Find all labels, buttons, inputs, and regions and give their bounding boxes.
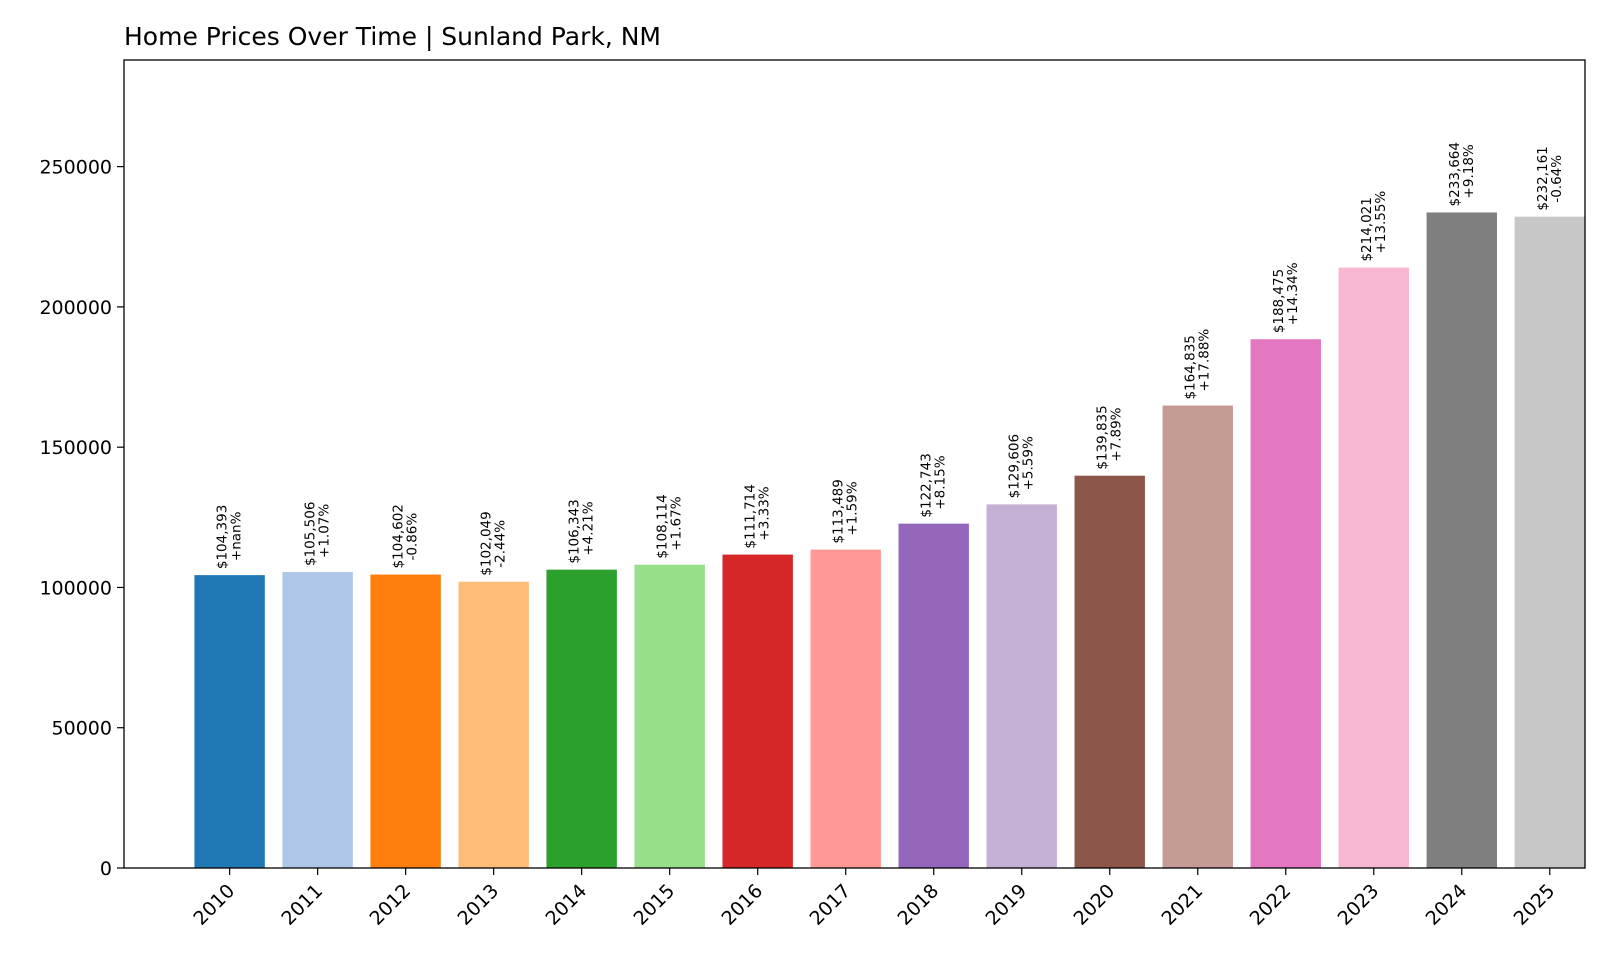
chart-title: Home Prices Over Time | Sunland Park, NM bbox=[124, 22, 661, 51]
x-tick-label-2020: 2020 bbox=[1070, 880, 1120, 930]
bar-value-label-2022: $188,475+14.34% bbox=[1271, 262, 1301, 333]
bar-2011 bbox=[282, 571, 353, 868]
bar-2023 bbox=[1338, 267, 1409, 868]
y-tick-label-0: 0 bbox=[100, 858, 112, 880]
bar-value-label-2012: $104,602-0.86% bbox=[391, 504, 421, 568]
bar-value-label-2013: $102,049-2.44% bbox=[479, 511, 509, 575]
y-tick-label-150000: 150000 bbox=[39, 437, 112, 459]
y-tick-label-200000: 200000 bbox=[39, 297, 112, 319]
x-tick-label-2023: 2023 bbox=[1334, 880, 1384, 930]
x-tick-label-2022: 2022 bbox=[1246, 880, 1296, 930]
x-tick-label-2024: 2024 bbox=[1422, 880, 1472, 930]
bar-2014 bbox=[546, 569, 617, 868]
bar-2015 bbox=[634, 564, 705, 868]
bar-value-label-2011: $105,506+1.07% bbox=[303, 502, 333, 566]
x-tick-label-2013: 2013 bbox=[453, 880, 503, 930]
bar-2024 bbox=[1426, 212, 1497, 868]
y-tick-label-50000: 50000 bbox=[52, 718, 112, 740]
bar-2016 bbox=[722, 554, 793, 868]
bar-value-label-2015: $108,114+1.67% bbox=[655, 494, 685, 558]
bars-layer bbox=[194, 212, 1585, 869]
x-tick-label-2014: 2014 bbox=[541, 880, 591, 930]
bar-value-label-2020: $139,835+7.89% bbox=[1095, 405, 1125, 469]
y-axis: 0 50000 100000 150000 200000 250000 bbox=[39, 157, 124, 880]
bar-value-label-2018: $122,743+8.15% bbox=[919, 453, 949, 517]
x-tick-label-2019: 2019 bbox=[982, 880, 1032, 930]
bar-2018 bbox=[898, 523, 969, 868]
bar-value-label-2014: $106,343+4.21% bbox=[567, 499, 597, 563]
x-tick-label-2012: 2012 bbox=[365, 880, 415, 930]
bar-2020 bbox=[1074, 475, 1145, 868]
bar-2012 bbox=[370, 574, 441, 868]
x-tick-label-2018: 2018 bbox=[893, 880, 943, 930]
bar-2017 bbox=[810, 549, 881, 868]
x-tick-label-2025: 2025 bbox=[1510, 880, 1560, 930]
bar-2013 bbox=[458, 581, 529, 868]
bar-2022 bbox=[1250, 339, 1321, 869]
bar-2025 bbox=[1514, 216, 1585, 868]
bar-labels-layer: $104,393+nan% $105,506+1.07% $104,602-0.86… bbox=[215, 142, 1565, 576]
bar-value-label-2016: $111,714+3.33% bbox=[743, 484, 773, 548]
bar-value-label-2024: $233,664+9.18% bbox=[1447, 142, 1477, 206]
bar-value-label-2021: $164,835+17.88% bbox=[1183, 329, 1213, 400]
x-tick-label-2010: 2010 bbox=[189, 880, 239, 930]
bar-value-label-2010: $104,393+nan% bbox=[215, 505, 245, 569]
bar-2019 bbox=[986, 504, 1057, 868]
bar-value-label-2017: $113,489+1.59% bbox=[831, 479, 861, 543]
x-tick-label-2011: 2011 bbox=[277, 880, 327, 930]
x-tick-label-2016: 2016 bbox=[717, 880, 767, 930]
x-axis: 2010 2011 2012 2013 2014 2015 2016 2017 2018 2019… bbox=[189, 868, 1559, 930]
bar-2021 bbox=[1162, 405, 1233, 868]
x-tick-label-2017: 2017 bbox=[805, 880, 855, 930]
y-tick-label-100000: 100000 bbox=[39, 577, 112, 599]
bar-value-label-2023: $214,021+13.55% bbox=[1359, 191, 1389, 262]
x-tick-label-2021: 2021 bbox=[1158, 880, 1208, 930]
bar-value-label-2019: $129,606+5.59% bbox=[1007, 434, 1037, 498]
plot-frame bbox=[123, 59, 1586, 869]
bar-2010 bbox=[194, 575, 265, 868]
y-tick-label-250000: 250000 bbox=[39, 157, 112, 179]
x-tick-label-2015: 2015 bbox=[629, 880, 679, 930]
bar-value-label-2025: $232,161-0.64% bbox=[1535, 146, 1565, 210]
